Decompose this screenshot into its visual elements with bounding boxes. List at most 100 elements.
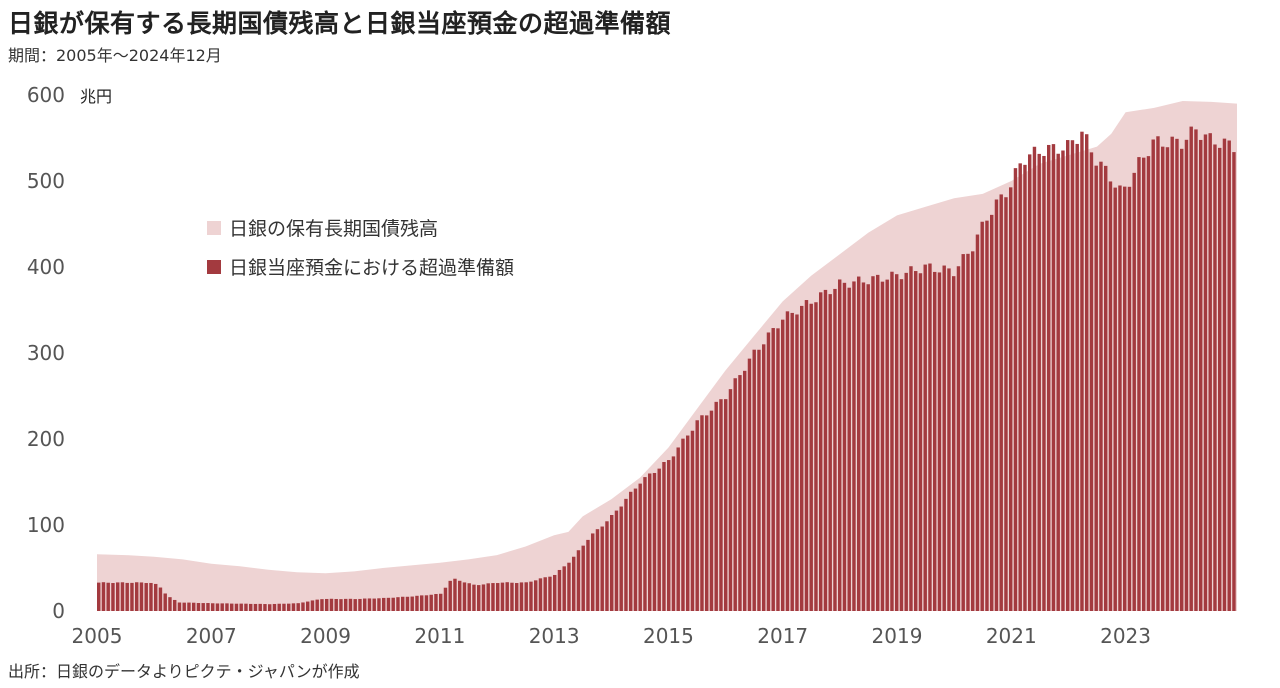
excess-bar xyxy=(291,603,296,611)
excess-bar xyxy=(681,438,685,611)
excess-bar xyxy=(572,556,576,611)
excess-bar xyxy=(595,529,600,611)
excess-bar xyxy=(581,545,585,611)
excess-bar xyxy=(633,488,638,611)
excess-bar xyxy=(306,601,310,611)
excess-bar xyxy=(662,462,666,611)
excess-bar xyxy=(1165,147,1170,611)
excess-bar xyxy=(800,305,804,611)
excess-bar xyxy=(472,584,476,611)
excess-bar xyxy=(301,602,305,611)
excess-bar xyxy=(144,583,148,611)
excess-bar xyxy=(139,582,144,611)
excess-bar xyxy=(439,593,443,611)
excess-bar xyxy=(382,597,386,611)
excess-bar xyxy=(776,328,780,611)
excess-bar xyxy=(795,314,799,611)
excess-bar xyxy=(1161,146,1165,611)
excess-bar xyxy=(876,274,880,611)
excess-bar xyxy=(990,214,994,611)
excess-bar xyxy=(372,598,376,611)
excess-bar xyxy=(833,288,837,611)
excess-bar xyxy=(553,574,557,611)
excess-bar xyxy=(244,603,248,611)
excess-bar xyxy=(1013,168,1018,611)
y-axis-ticks: 0 100 200 300 400 500 600 xyxy=(27,83,65,623)
excess-bar xyxy=(1099,161,1103,611)
excess-bar xyxy=(201,603,205,611)
excess-bar xyxy=(434,593,438,611)
excess-bar xyxy=(187,602,191,611)
chart-title: 日銀が保有する長期国債残高と日銀当座預金の超過準備額 xyxy=(8,9,672,38)
excess-bar xyxy=(933,271,937,611)
excess-bar xyxy=(1151,139,1155,611)
legend-label-holdings: 日銀の保有長期国債残高 xyxy=(229,218,438,240)
excess-bar xyxy=(928,263,932,611)
excess-bar xyxy=(1075,143,1079,611)
excess-bar xyxy=(1142,157,1146,611)
excess-bar xyxy=(149,582,153,611)
excess-bar xyxy=(619,506,623,611)
excess-bar xyxy=(1213,144,1217,612)
excess-bar xyxy=(429,594,433,611)
x-axis-ticks: 2005 2007 2009 2011 2013 2015 2017 2019 2021 2023 xyxy=(72,624,1151,648)
excess-reserve-bars xyxy=(97,126,1236,612)
excess-bar xyxy=(253,603,258,611)
x-tick-label: 2009 xyxy=(300,624,351,648)
y-tick-label: 100 xyxy=(27,513,65,537)
excess-bar xyxy=(1184,139,1189,611)
excess-bar xyxy=(937,272,942,611)
y-tick-label: 300 xyxy=(27,341,65,365)
excess-bar xyxy=(785,311,790,611)
excess-bar xyxy=(344,598,348,611)
excess-bar xyxy=(1018,163,1022,611)
excess-bar xyxy=(1042,155,1046,611)
excess-bar xyxy=(192,602,196,611)
excess-bar xyxy=(154,583,158,611)
excess-bar xyxy=(1104,165,1108,611)
excess-bar xyxy=(1222,138,1227,611)
x-tick-label: 2005 xyxy=(72,624,123,648)
excess-bar xyxy=(1203,134,1208,611)
excess-bar xyxy=(1080,131,1084,611)
excess-bar xyxy=(895,274,899,611)
legend-swatch-excess xyxy=(207,260,221,274)
x-tick-label: 2011 xyxy=(414,624,465,648)
excess-bar xyxy=(391,597,395,611)
excess-bar xyxy=(1085,134,1089,611)
x-tick-label: 2007 xyxy=(186,624,237,648)
y-tick-label: 500 xyxy=(27,169,65,193)
excess-bar xyxy=(1070,140,1075,611)
excess-bar xyxy=(287,603,291,611)
excess-bar xyxy=(211,603,215,611)
excess-bar xyxy=(690,430,695,611)
excess-bar xyxy=(999,194,1003,612)
excess-bar xyxy=(168,597,172,611)
excess-bar xyxy=(182,602,186,611)
x-tick-label: 2019 xyxy=(872,624,923,648)
excess-bar xyxy=(220,603,224,611)
excess-bar xyxy=(629,491,633,611)
excess-bar xyxy=(239,603,243,611)
excess-bar xyxy=(101,582,106,611)
excess-bar xyxy=(529,581,533,611)
excess-bar xyxy=(1189,126,1193,611)
excess-bar xyxy=(847,287,851,611)
excess-bar xyxy=(719,399,723,611)
excess-bar xyxy=(1009,187,1013,611)
excess-bar xyxy=(638,483,642,611)
excess-bar xyxy=(861,282,866,611)
excess-bar xyxy=(325,598,329,611)
x-tick-label: 2017 xyxy=(757,624,808,648)
excess-bar xyxy=(272,603,277,611)
excess-bar xyxy=(1146,156,1151,611)
excess-bar xyxy=(614,510,619,611)
excess-bar xyxy=(1113,187,1117,612)
excess-bar xyxy=(401,596,405,611)
excess-bar xyxy=(491,583,495,611)
excess-bar xyxy=(334,598,338,611)
excess-bar xyxy=(947,268,951,611)
excess-bar xyxy=(163,593,167,611)
excess-bar xyxy=(1232,152,1236,611)
